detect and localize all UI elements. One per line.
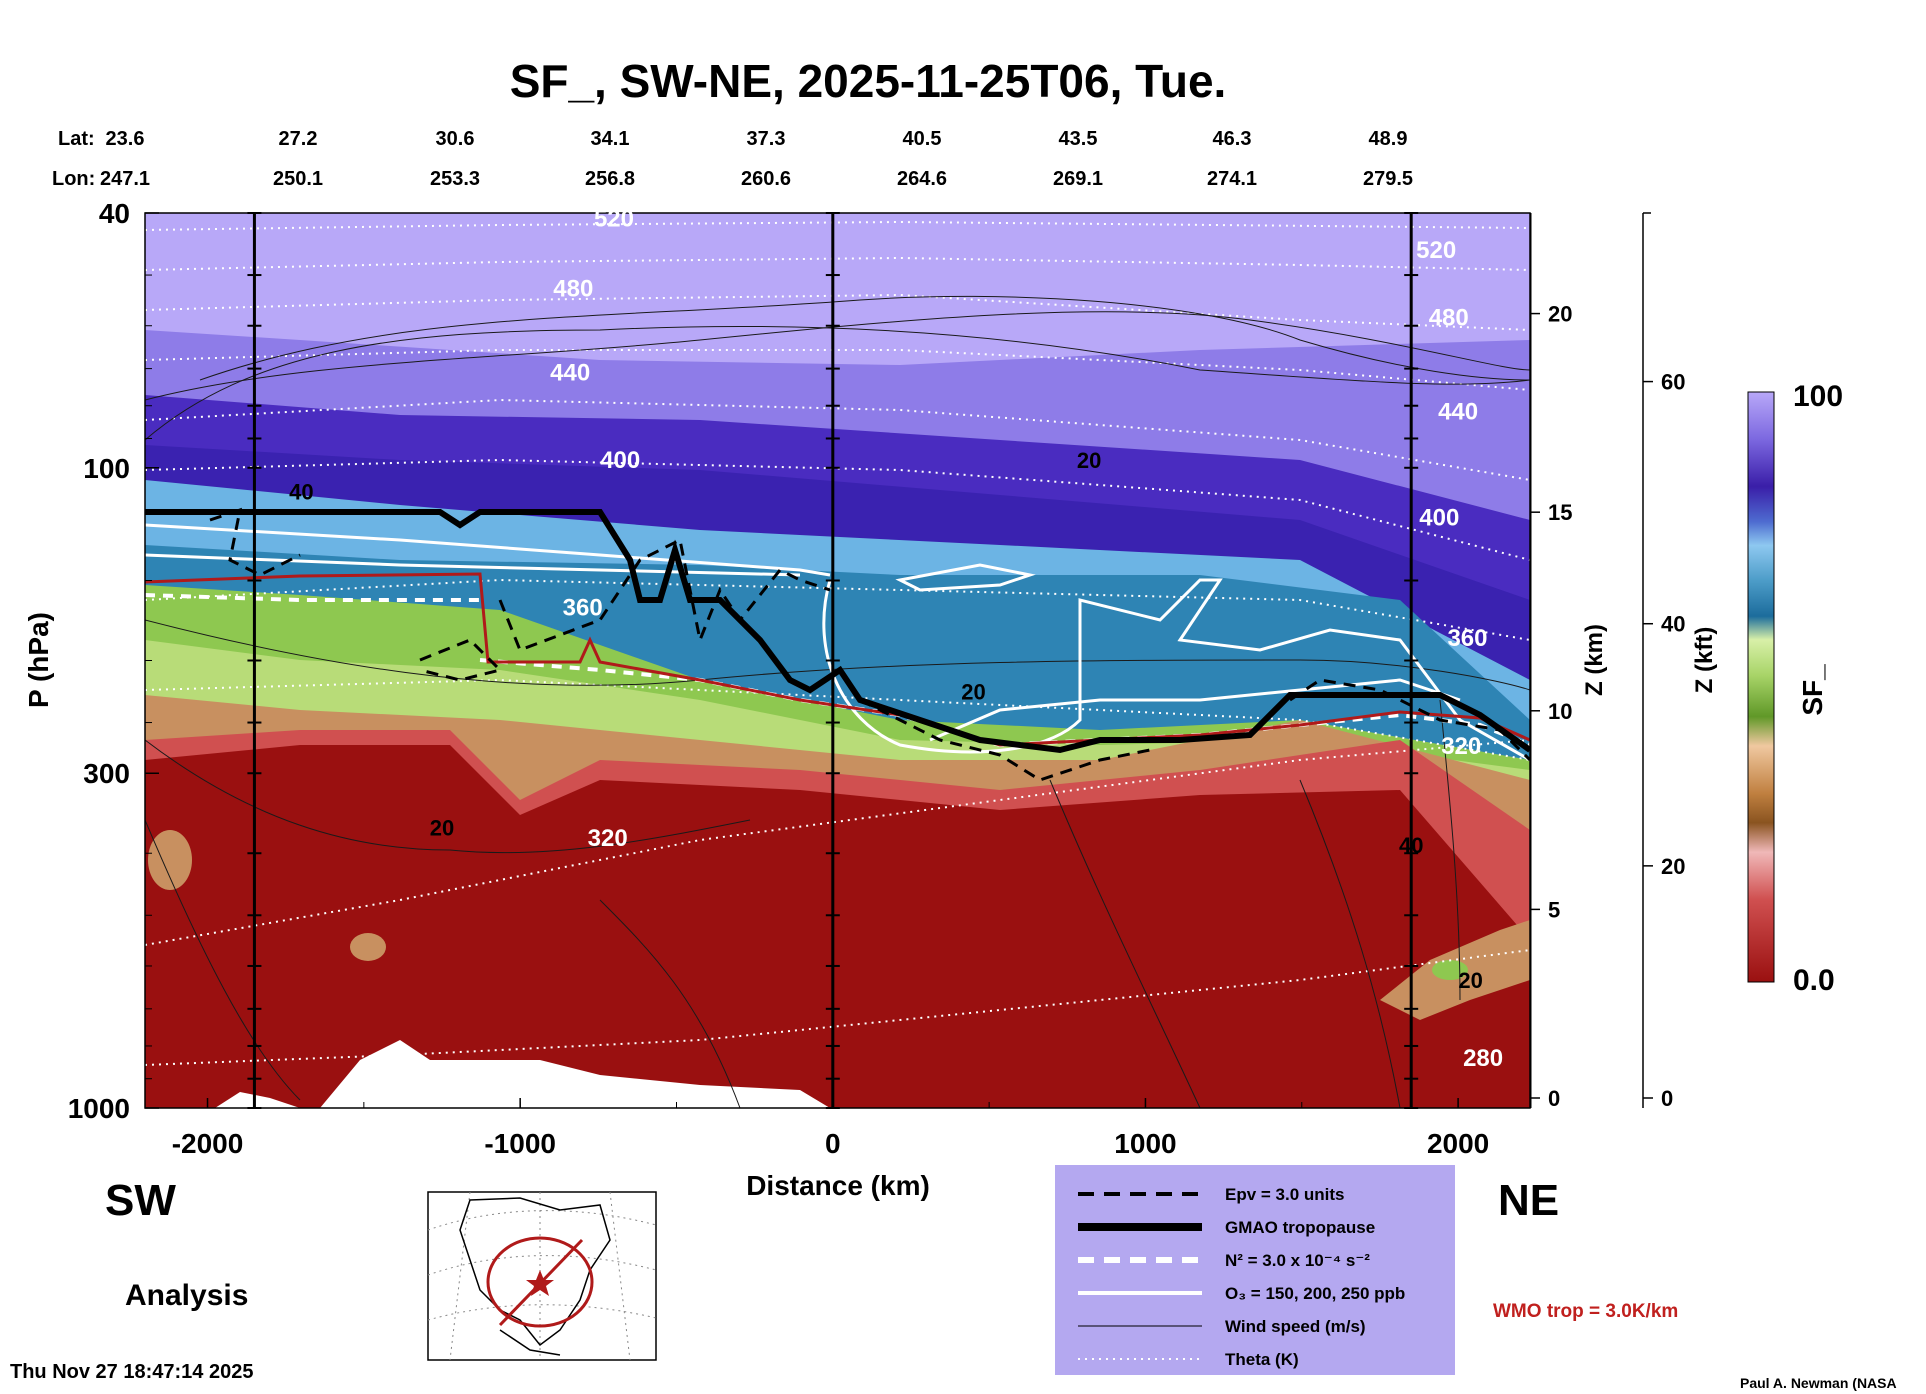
lon-value: 279.5 [1363, 168, 1413, 190]
colorbar: 100 0.0 SF_ [1747, 380, 1843, 997]
theta-label: 400 [1419, 504, 1459, 531]
wind-speed-lines [145, 295, 1530, 1108]
theta-label: 360 [563, 594, 603, 621]
colorbar-label: SF_ [1797, 664, 1828, 716]
timestamp: Thu Nov 27 18:47:14 2025 [10, 1361, 253, 1383]
legend-label: Epv = 3.0 units [1225, 1185, 1345, 1204]
lat-value: 46.3 [1213, 128, 1252, 150]
wmo-trop-line [145, 572, 1530, 747]
lat-value: 23.6 [106, 128, 145, 150]
colorbar-min: 0.0 [1793, 964, 1835, 997]
lat-value: 30.6 [436, 128, 475, 150]
legend-label: Theta (K) [1225, 1350, 1299, 1369]
wind-label: 20 [961, 679, 985, 704]
lat-lon-header: 23.6 247.1 27.2 250.1 30.6 253.3 34.1 256.8 37.3… [100, 128, 1413, 190]
lat-value: 40.5 [903, 128, 942, 150]
theta-label: 320 [1441, 733, 1481, 760]
x-tick-label: -2000 [172, 1128, 244, 1159]
legend-label: O₃ = 150, 200, 250 ppb [1225, 1284, 1405, 1303]
x-axis: -2000 -1000 0 1000 2000 [172, 1098, 1489, 1159]
sw-label: SW [105, 1176, 176, 1225]
lon-value: 260.6 [741, 168, 791, 190]
wind-label: 40 [1399, 833, 1423, 858]
lon-value: 253.3 [430, 168, 480, 190]
lon-value: 256.8 [585, 168, 635, 190]
x-tick-label: 2000 [1427, 1128, 1489, 1159]
theta-lines [145, 220, 1530, 1066]
theta-label: 480 [1429, 305, 1469, 332]
z-km-tick-label: 5 [1548, 897, 1560, 922]
theta-label: 280 [1463, 1045, 1503, 1072]
ne-label: NE [1498, 1176, 1559, 1225]
theta-label: 400 [600, 447, 640, 474]
z-kft-axis: 0 20 40 60 [1642, 212, 1685, 1111]
lon-value: 250.1 [273, 168, 323, 190]
z-kft-tick-label: 60 [1661, 370, 1685, 395]
lat-value: 37.3 [747, 128, 786, 150]
lon-label: Lon: [52, 168, 95, 190]
lat-value: 34.1 [591, 128, 630, 150]
theta-label: 360 [1447, 625, 1487, 652]
lon-value: 269.1 [1053, 168, 1103, 190]
z-kft-tick-label: 40 [1661, 612, 1685, 637]
lat-value: 27.2 [279, 128, 318, 150]
theta-label: 520 [1416, 237, 1456, 264]
x-axis-label: Distance (km) [746, 1170, 930, 1201]
wind-label: 20 [1077, 448, 1101, 473]
lat-value: 43.5 [1059, 128, 1098, 150]
wind-label: 20 [430, 815, 454, 840]
y-tick-label: 100 [83, 453, 130, 484]
wind-labels: 20 20 20 20 40 40 [289, 448, 1483, 993]
y-tick-label: 300 [83, 758, 130, 789]
theta-label: 480 [553, 275, 593, 302]
lon-value: 247.1 [100, 168, 150, 190]
wmo-trop-note: WMO trop = 3.0K/km [1493, 1301, 1678, 1322]
wind-label: 20 [1458, 968, 1482, 993]
analysis-label: Analysis [125, 1279, 248, 1312]
lat-label: Lat: [58, 128, 95, 150]
theta-label: 440 [1438, 398, 1478, 425]
chart-title: SF_, SW-NE, 2025-11-25T06, Tue. [510, 55, 1227, 107]
lat-value: 48.9 [1369, 128, 1408, 150]
x-tick-label: -1000 [484, 1128, 556, 1159]
legend-label: Wind speed (m/s) [1225, 1317, 1366, 1336]
y-tick-label: 40 [99, 198, 130, 229]
wind-label: 40 [289, 479, 313, 504]
inset-map [427, 1191, 657, 1361]
z-km-label: Z (km) [1581, 624, 1608, 696]
legend-label: N² = 3.0 x 10⁻⁴ s⁻² [1225, 1251, 1370, 1270]
credit: Paul A. Newman (NASA [1740, 1375, 1897, 1391]
y-axis-label: P (hPa) [23, 612, 54, 708]
theta-label: 520 [594, 206, 634, 233]
z-km-tick-label: 0 [1548, 1086, 1560, 1111]
y-tick-label: 1000 [68, 1093, 130, 1124]
x-tick-label: 1000 [1114, 1128, 1176, 1159]
z-kft-tick-label: 20 [1661, 854, 1685, 879]
legend-label: GMAO tropopause [1225, 1218, 1375, 1237]
lon-value: 274.1 [1207, 168, 1257, 190]
z-km-tick-label: 20 [1548, 302, 1572, 327]
gmao-tropopause-line [145, 509, 1530, 754]
legend: Epv = 3.0 units GMAO tropopause N² = 3.0 x… [1055, 1165, 1455, 1375]
z-km-tick-label: 10 [1548, 699, 1572, 724]
z-kft-label: Z (kft) [1691, 627, 1718, 694]
theta-label: 440 [550, 359, 590, 386]
plot-area [145, 213, 1530, 1108]
theta-labels: 520 480 440 400 360 320 520 480 440 400 360 320 280 [550, 206, 1503, 1072]
z-km-axis: 0 5 10 15 20 [1530, 213, 1572, 1111]
y-axis: 40 100 300 1000 [68, 198, 159, 1124]
colorbar-max: 100 [1793, 380, 1843, 413]
z-km-tick-label: 15 [1548, 500, 1572, 525]
lon-value: 264.6 [897, 168, 947, 190]
ozone-lines [145, 523, 1530, 762]
theta-label: 320 [588, 825, 628, 852]
x-tick-label: 0 [825, 1128, 841, 1159]
z-kft-tick-label: 0 [1661, 1086, 1673, 1111]
